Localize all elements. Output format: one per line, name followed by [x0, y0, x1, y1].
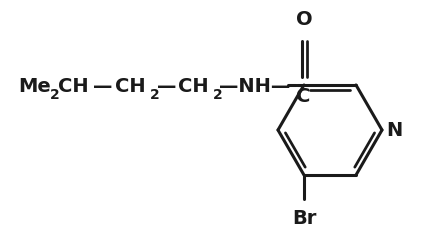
Text: CH: CH: [58, 77, 89, 97]
Text: N: N: [386, 121, 402, 140]
Text: 2: 2: [150, 88, 160, 102]
Text: —: —: [157, 77, 177, 97]
Text: —: —: [93, 77, 112, 97]
Text: CH: CH: [115, 77, 146, 97]
Text: Me: Me: [18, 77, 51, 97]
Text: Br: Br: [292, 209, 316, 228]
Text: O: O: [296, 10, 312, 29]
Text: C: C: [296, 87, 310, 106]
Text: 2: 2: [50, 88, 60, 102]
Text: 2: 2: [213, 88, 223, 102]
Text: CH: CH: [178, 77, 208, 97]
Text: —NH—: —NH—: [219, 77, 290, 97]
